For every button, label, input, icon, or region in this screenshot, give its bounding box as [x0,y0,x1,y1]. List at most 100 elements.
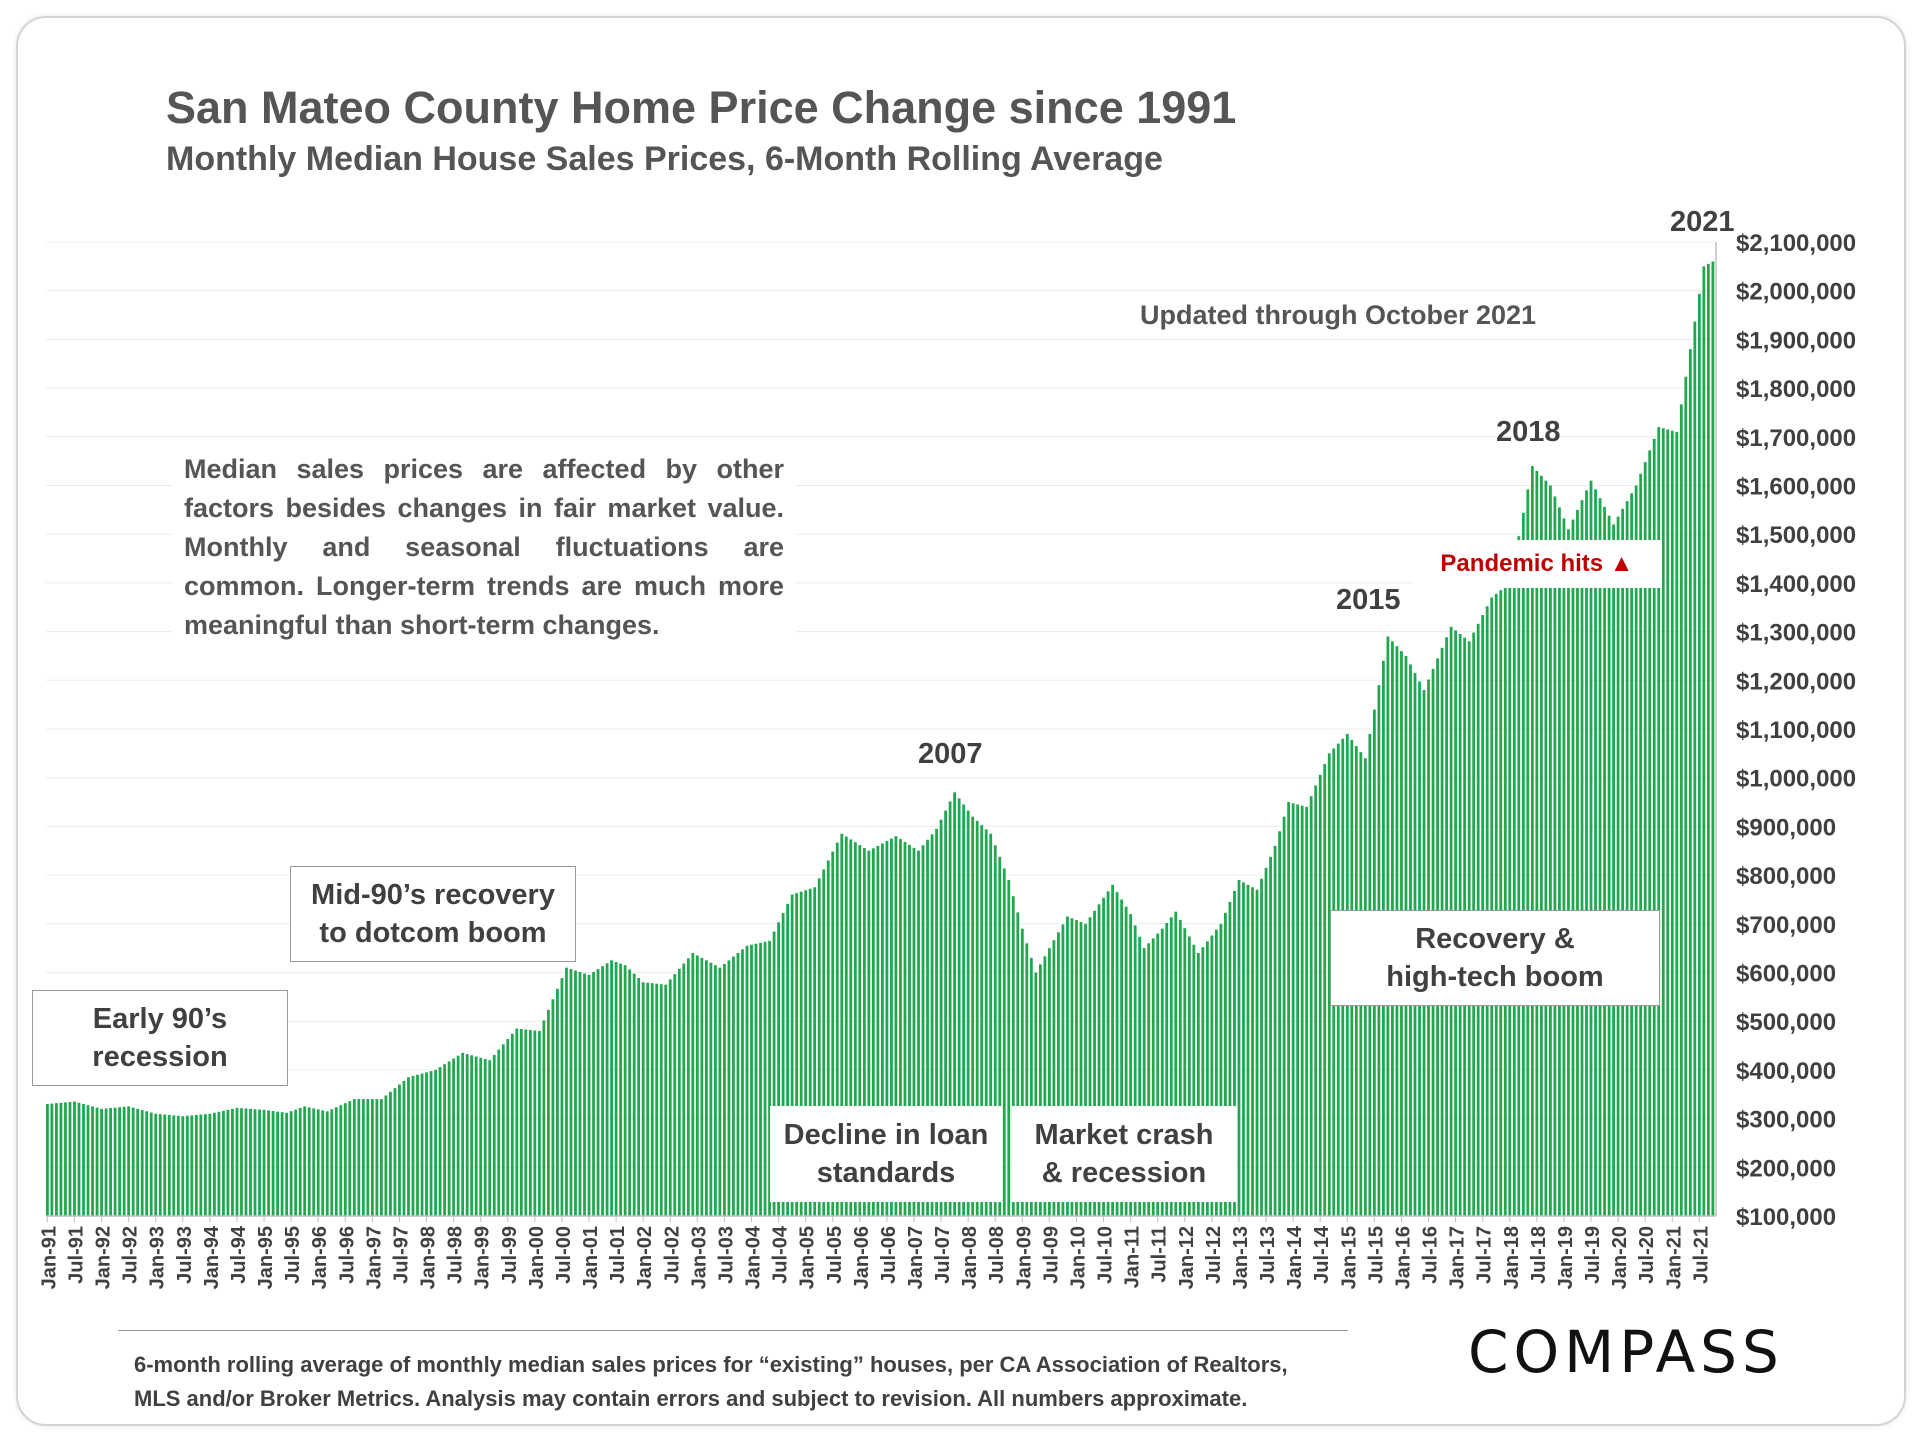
bar [384,1095,388,1216]
bar [876,845,880,1216]
x-tick-label: Jul-10 [1095,1226,1117,1284]
bar [163,1114,167,1216]
bar [1675,431,1679,1216]
x-tick-label: Jul-05 [824,1226,846,1284]
bar [691,953,695,1216]
bar [1305,806,1309,1216]
x-tick-label: Jan-01 [580,1226,602,1289]
bar [596,969,600,1216]
bar [46,1103,49,1216]
bar [831,851,835,1216]
y-tick-label: $200,000 [1736,1155,1836,1182]
bar [813,887,817,1216]
footnote-divider [118,1330,1348,1331]
bar [357,1099,361,1216]
y-tick-label: $1,200,000 [1736,668,1856,695]
bar [1169,917,1173,1216]
bar [1508,582,1512,1216]
bar [402,1080,406,1216]
x-tick-label: Jan-97 [363,1226,385,1289]
x-tick-label: Jul-08 [986,1226,1008,1284]
annotation-early90s: Early 90’s recession [32,990,288,1086]
updated-note: Updated through October 2021 [1140,300,1537,330]
bar [307,1107,311,1216]
bar [1115,892,1119,1216]
bar [488,1060,492,1216]
x-tick-label: Jul-02 [661,1226,683,1284]
bar [1697,293,1701,1216]
bar [510,1033,514,1216]
bar [1693,321,1697,1216]
x-tick-label: Jul-99 [499,1226,521,1284]
y-tick-label: $300,000 [1736,1107,1836,1134]
bar [136,1108,140,1216]
bar [777,922,780,1216]
bar [862,847,866,1216]
bar [1571,519,1575,1216]
bar [1652,438,1656,1216]
bar [1503,586,1507,1216]
bar [55,1103,58,1216]
annotation-line: to dotcom boom [319,917,547,949]
bar [826,860,830,1216]
bar [939,819,943,1216]
bar [732,956,735,1216]
bar [944,810,947,1216]
bar [217,1111,221,1216]
bar [1093,910,1096,1216]
x-tick-label: Jul-91 [65,1226,87,1284]
annotation-line: & recession [1041,1157,1207,1189]
x-tick-label: Jul-94 [228,1225,250,1284]
y-tick-label: $1,500,000 [1736,522,1856,549]
bar [700,957,704,1216]
bar [601,966,604,1216]
bar [68,1101,72,1216]
bar [745,945,749,1216]
bar [885,841,889,1216]
footnote: 6-month rolling average of monthly media… [134,1348,1288,1416]
bar [1061,924,1065,1216]
bar [325,1111,329,1216]
bar [474,1056,478,1216]
y-tick-label: $2,100,000 [1736,230,1856,257]
bar [971,816,975,1216]
x-tick-label: Jan-98 [418,1226,440,1289]
x-tick-label: Jul-98 [445,1226,467,1284]
bar [650,983,654,1216]
bar [1309,796,1313,1216]
bar [366,1099,370,1216]
bar [1255,889,1259,1216]
bar [844,836,848,1216]
bar [1160,928,1164,1216]
bar [285,1112,289,1216]
bar [100,1108,103,1216]
bar [515,1028,519,1216]
y-tick-label: $1,300,000 [1736,620,1856,647]
bar [1526,489,1530,1216]
bar [917,850,920,1216]
bar [416,1074,419,1216]
x-tick-label: Jan-20 [1609,1226,1631,1289]
bar [267,1110,270,1216]
x-tick-label: Jan-21 [1663,1226,1685,1289]
description-note: Median sales prices are affected by othe… [172,450,796,645]
x-tick-label: Jul-06 [878,1226,900,1284]
bar [352,1099,356,1216]
bar [723,963,726,1216]
bar [537,1030,541,1216]
bar [271,1111,275,1216]
bar [858,845,862,1216]
bar [1011,896,1015,1216]
bar [786,903,790,1216]
axes: $100,000 $200,000 $300,000 $400,000 $500,000… [38,230,1856,1289]
bar [935,828,938,1216]
bar [1539,475,1543,1216]
bar [375,1099,379,1216]
bar [1151,938,1155,1216]
bar [1192,944,1196,1216]
x-tick-label: Jul-01 [607,1226,629,1284]
x-tick-label: Jan-14 [1284,1225,1306,1289]
bar [127,1106,131,1216]
bar [646,982,650,1216]
annotation-line: high-tech boom [1386,961,1604,993]
